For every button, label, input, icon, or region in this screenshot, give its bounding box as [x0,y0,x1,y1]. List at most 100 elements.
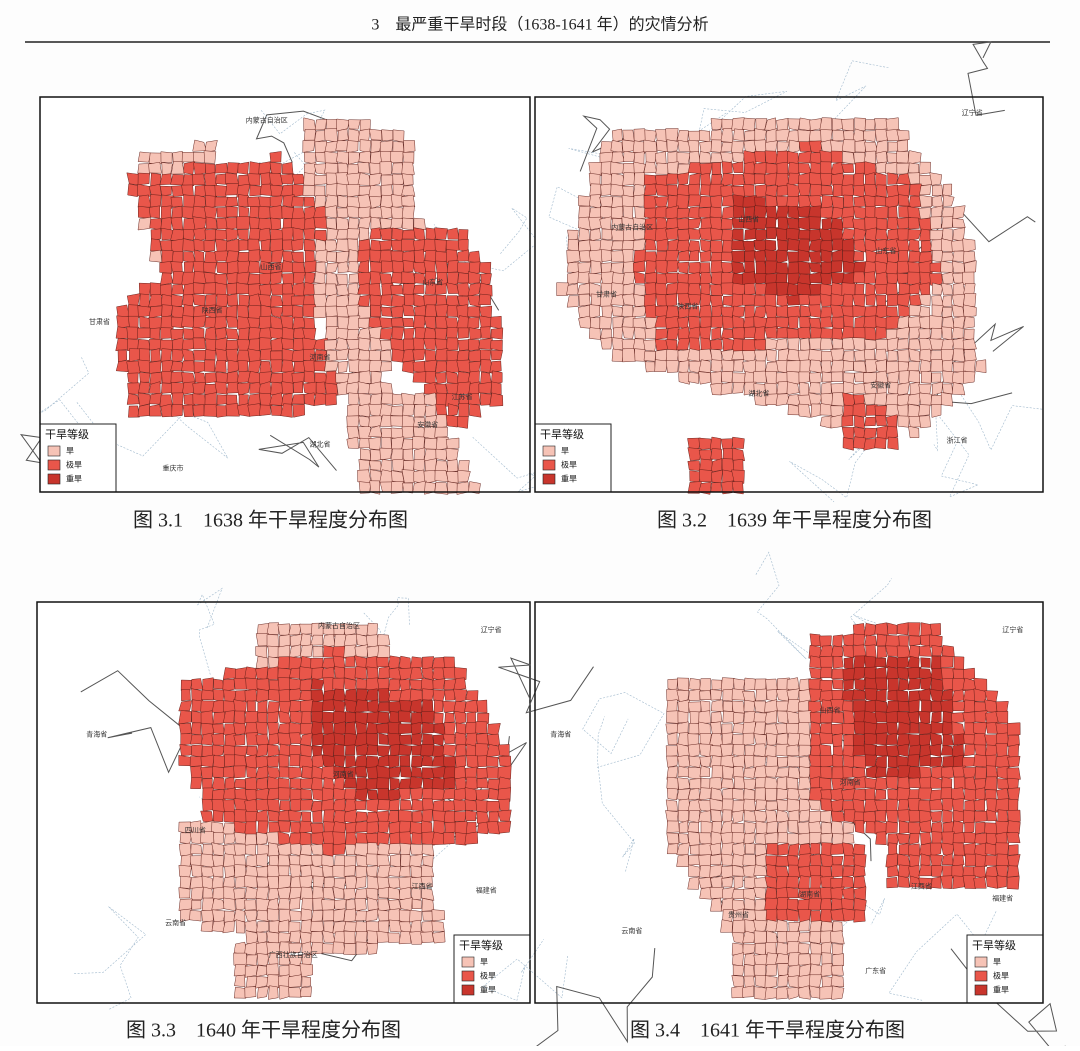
county-region [179,875,192,889]
county-region [754,151,766,164]
county-region [755,820,768,835]
boundary-line [933,410,980,498]
place-label: 广东省 [865,966,886,975]
county-region [722,710,735,723]
county-region [181,689,191,702]
county-region [754,986,767,1000]
county-region [929,623,941,637]
county-region [358,359,371,373]
county-region [421,787,434,800]
place-label: 青海省 [86,729,107,738]
county-region [897,776,911,790]
county-region [304,151,317,165]
county-region [224,732,236,747]
county-region [410,886,422,901]
county-region [315,381,327,395]
county-region [896,787,911,801]
county-region [798,371,810,384]
county-region [434,426,448,438]
county-region [314,271,326,284]
county-region [259,315,272,330]
county-region [677,777,691,791]
county-region [907,392,922,406]
county-region [655,282,668,296]
county-region [742,854,756,867]
county-region [490,381,502,395]
county-region [623,150,636,162]
county-region [764,975,778,989]
county-region [354,898,367,912]
county-region [358,415,371,429]
county-region [249,184,262,197]
county-region [233,887,246,900]
boundary-line [967,41,1005,116]
county-region [942,359,953,373]
county-region [797,282,812,297]
county-region [742,316,755,328]
county-region [678,250,690,262]
county-region [918,294,931,307]
county-region [346,184,361,198]
county-region [281,381,294,395]
county-region [863,393,877,405]
county-region [249,206,260,219]
county-region [256,832,268,845]
county-region [918,328,931,341]
county-region [731,754,745,769]
county-region [907,403,921,418]
county-region [490,327,504,340]
county-region [731,985,745,999]
county-region [820,316,833,329]
county-region [181,315,195,328]
county-region [700,282,711,296]
county-region [245,677,259,692]
county-region [237,360,249,373]
county-region [398,820,412,834]
county-region [348,119,361,130]
county-region [1006,820,1021,835]
county-region [421,920,435,933]
county-region [212,689,225,703]
county-region [940,875,953,889]
county-region [931,282,944,295]
county-region [742,117,756,132]
county-region [897,382,910,396]
county-region [345,822,358,834]
county-region [248,249,261,263]
county-region [853,361,867,373]
county-region [421,699,434,714]
county-region [445,317,459,329]
county-region [410,712,424,725]
county-region [453,799,467,812]
county-region [433,712,444,725]
county-region [898,304,911,318]
county-region [699,756,712,767]
county-region [920,853,931,867]
county-region [919,415,931,429]
county-region [291,305,303,319]
county-region [787,151,799,165]
county-region [940,392,953,407]
county-region [898,678,910,692]
county-region [414,273,426,285]
county-region [366,645,380,659]
county-region [432,820,445,834]
county-region [874,437,887,450]
county-region [634,284,646,296]
county-region [611,128,623,143]
county-region [321,854,334,867]
county-region [392,129,405,143]
county-region [434,460,449,472]
county-region [775,986,789,1000]
county-region [457,460,470,472]
county-region [337,360,348,374]
county-region [667,732,678,746]
county-region [786,833,800,846]
county-region [841,118,855,132]
legend-swatch [974,984,988,996]
county-region [376,854,390,867]
county-region [964,788,977,801]
county-region [148,152,163,165]
county-region [941,271,955,285]
county-region [343,943,356,956]
